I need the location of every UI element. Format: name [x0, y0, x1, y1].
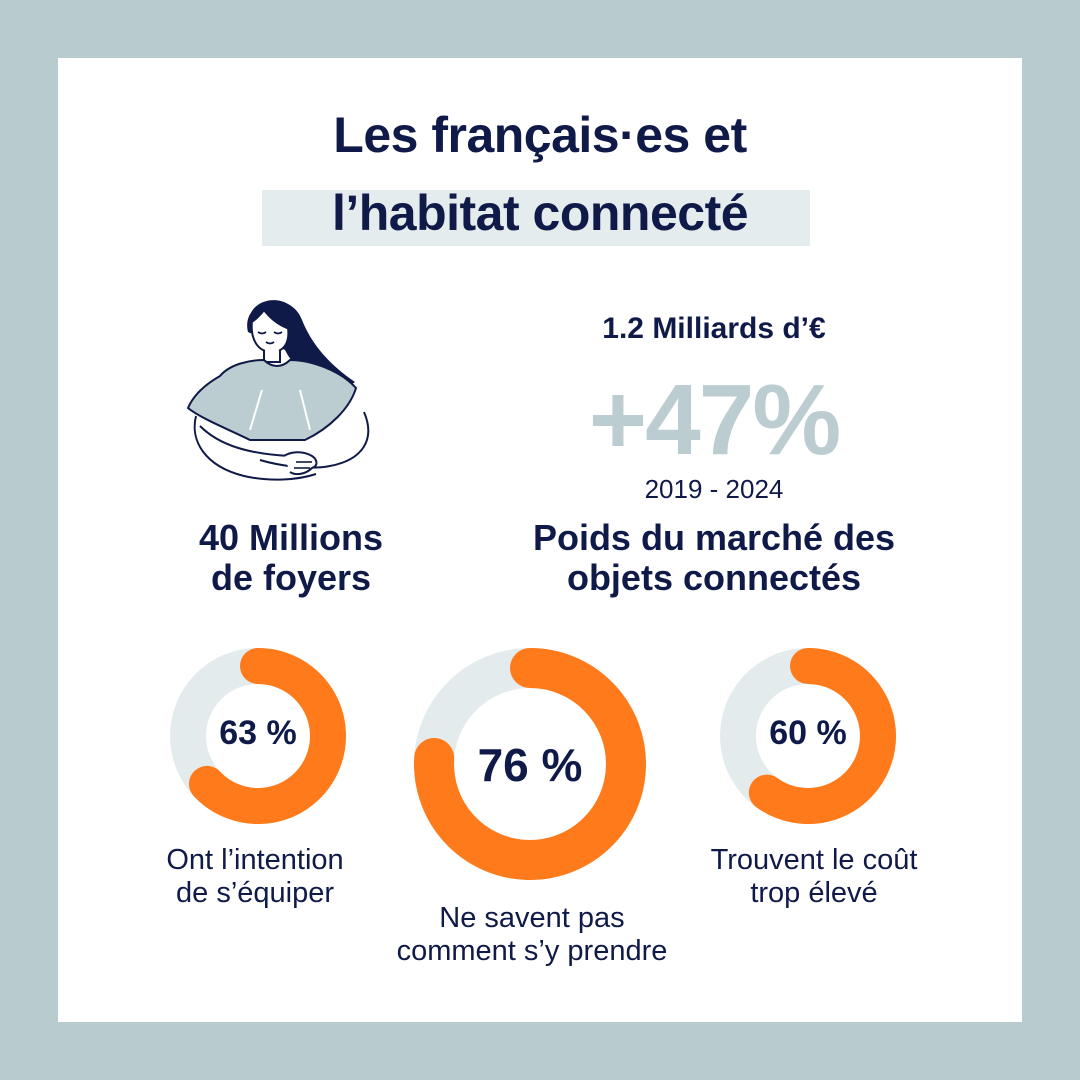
donut-value-arc — [748, 648, 896, 824]
market-caption-line-2: objets connectés — [566, 557, 862, 598]
caption-line-2: comment s’y prendre — [396, 935, 668, 967]
title-highlight — [262, 190, 810, 246]
donut-percent-know-how: 76 % — [477, 739, 583, 791]
caption-line-2: trop élevé — [750, 877, 878, 909]
households-line-2: de foyers — [210, 557, 372, 598]
donut-chart-know-how — [414, 648, 646, 880]
donut-chart-cost — [720, 648, 896, 824]
donut-value-arc — [414, 648, 646, 880]
title-line-2: l’habitat connecté — [331, 185, 749, 241]
donut-percent-intention: 63 % — [219, 714, 297, 752]
donut-caption-cost: Trouvent le coût trop élevé — [666, 844, 962, 910]
market-caption: Poids du marché des objets connectés — [494, 518, 934, 598]
title-line-1: Les français·es et — [333, 107, 747, 163]
market-growth: +47% — [588, 364, 842, 476]
donut-caption-know-how: Ne savent pas comment s’y prendre — [340, 902, 724, 968]
caption-line-1: Trouvent le coût — [710, 844, 918, 876]
caption-line-1: Ne savent pas — [439, 902, 625, 934]
households-line-1: 40 Millions — [198, 517, 384, 558]
donut-caption-intention: Ont l’intention de s’équiper — [120, 844, 390, 910]
donut-percent-cost: 60 % — [769, 714, 847, 752]
households-caption: 40 Millions de foyers — [150, 518, 432, 598]
market-amount: 1.2 Milliards d’€ — [602, 312, 826, 345]
woman-hugging-illustration — [186, 300, 370, 481]
market-period: 2019 - 2024 — [644, 474, 784, 504]
donut-value-arc — [188, 648, 346, 824]
market-caption-line-1: Poids du marché des — [532, 517, 896, 558]
donut-chart-intention — [170, 648, 346, 824]
caption-line-1: Ont l’intention — [166, 844, 344, 876]
caption-line-2: de s’équiper — [176, 877, 334, 909]
